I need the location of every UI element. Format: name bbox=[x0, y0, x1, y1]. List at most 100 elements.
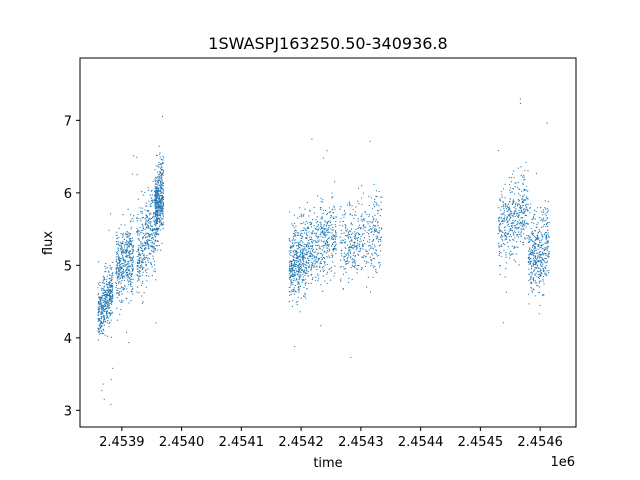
data-point bbox=[370, 197, 372, 199]
data-point bbox=[294, 232, 296, 234]
data-point bbox=[118, 249, 120, 252]
data-point bbox=[311, 278, 314, 280]
data-point bbox=[303, 213, 305, 216]
data-point bbox=[534, 263, 537, 265]
data-point bbox=[301, 281, 303, 283]
data-point bbox=[517, 181, 519, 184]
data-point bbox=[538, 282, 540, 284]
data-point bbox=[545, 274, 547, 276]
data-point bbox=[117, 277, 119, 279]
data-point bbox=[154, 204, 156, 206]
data-point bbox=[522, 233, 525, 235]
data-point bbox=[125, 268, 127, 271]
data-point bbox=[540, 260, 542, 262]
data-point bbox=[534, 218, 536, 220]
data-point bbox=[511, 214, 513, 216]
data-point bbox=[334, 230, 337, 232]
data-point bbox=[138, 249, 140, 251]
data-point bbox=[519, 195, 521, 197]
data-point bbox=[123, 244, 125, 246]
data-point bbox=[111, 295, 114, 298]
data-point bbox=[322, 236, 324, 239]
data-point bbox=[372, 265, 374, 267]
data-point bbox=[312, 230, 314, 232]
data-point bbox=[127, 254, 129, 257]
data-point bbox=[363, 260, 365, 262]
data-point bbox=[158, 207, 160, 210]
data-point bbox=[302, 295, 305, 297]
data-point bbox=[109, 213, 112, 215]
data-point bbox=[153, 264, 155, 266]
data-point bbox=[159, 224, 161, 226]
data-point bbox=[298, 244, 300, 246]
data-point bbox=[528, 234, 530, 237]
data-point bbox=[148, 218, 150, 220]
data-point bbox=[122, 287, 124, 289]
data-point bbox=[311, 249, 313, 252]
data-point bbox=[292, 284, 294, 286]
data-point bbox=[310, 269, 312, 271]
data-point bbox=[160, 229, 162, 231]
data-point bbox=[154, 205, 156, 207]
data-point bbox=[129, 285, 132, 287]
data-point bbox=[313, 251, 315, 254]
data-point bbox=[328, 237, 331, 239]
data-point bbox=[110, 268, 112, 270]
data-point bbox=[127, 208, 129, 210]
data-point bbox=[118, 300, 120, 302]
data-point bbox=[499, 222, 501, 224]
data-point bbox=[324, 264, 326, 266]
data-point bbox=[515, 219, 517, 222]
data-point bbox=[151, 201, 154, 203]
data-point bbox=[137, 279, 140, 281]
data-point bbox=[106, 307, 108, 310]
data-point bbox=[508, 257, 511, 259]
data-point bbox=[315, 266, 317, 268]
data-point bbox=[335, 249, 337, 251]
data-point bbox=[148, 189, 150, 191]
data-point bbox=[302, 252, 304, 255]
data-point bbox=[378, 239, 380, 241]
data-point bbox=[507, 210, 509, 212]
data-point bbox=[372, 238, 375, 241]
data-point bbox=[161, 187, 163, 189]
data-point bbox=[514, 260, 517, 263]
data-point bbox=[547, 235, 550, 237]
data-point bbox=[306, 251, 308, 254]
data-point bbox=[375, 201, 377, 204]
data-point bbox=[312, 248, 315, 251]
data-point bbox=[508, 225, 510, 228]
data-point bbox=[527, 170, 529, 172]
data-point bbox=[537, 260, 539, 262]
data-point bbox=[159, 185, 161, 187]
data-point bbox=[149, 229, 152, 231]
data-point bbox=[115, 251, 118, 254]
data-point bbox=[527, 190, 529, 192]
data-point bbox=[122, 240, 124, 242]
data-point bbox=[126, 331, 128, 333]
data-point bbox=[347, 260, 349, 262]
data-point bbox=[362, 248, 364, 250]
data-point bbox=[518, 188, 520, 190]
data-point bbox=[292, 236, 295, 238]
data-point bbox=[335, 232, 337, 234]
x-tick-label: 2.4543 bbox=[338, 435, 384, 450]
data-point bbox=[152, 180, 154, 182]
data-point bbox=[129, 280, 132, 283]
data-point bbox=[295, 259, 297, 262]
data-point bbox=[110, 319, 112, 321]
data-point bbox=[111, 291, 113, 293]
data-point bbox=[370, 221, 372, 223]
data-point bbox=[315, 259, 317, 261]
data-point bbox=[512, 188, 515, 190]
y-tick-label: 3 bbox=[64, 404, 72, 419]
data-point bbox=[329, 224, 331, 227]
data-point bbox=[525, 189, 528, 191]
data-point bbox=[293, 274, 295, 276]
data-point bbox=[517, 221, 519, 223]
data-point bbox=[138, 262, 140, 264]
data-point bbox=[107, 286, 109, 289]
data-point bbox=[517, 227, 519, 229]
data-point bbox=[540, 232, 542, 234]
data-point bbox=[352, 260, 354, 262]
